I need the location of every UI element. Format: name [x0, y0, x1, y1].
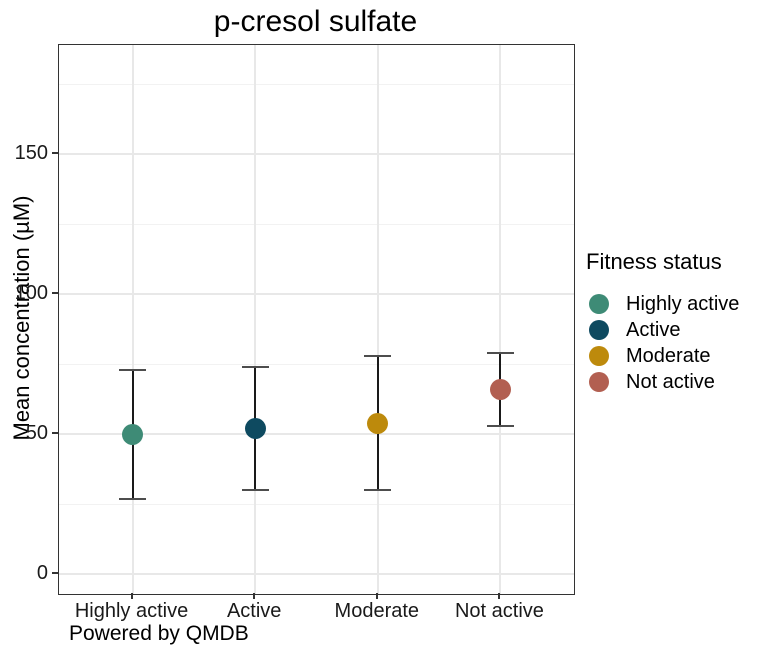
gridline-major	[59, 433, 574, 436]
y-tick-label: 50	[25, 422, 48, 445]
legend-item-label: Moderate	[626, 344, 711, 367]
y-tick-mark	[52, 572, 58, 575]
legend-title: Fitness status	[586, 249, 722, 274]
x-tick-label: Highly active	[74, 600, 189, 622]
legend-item-label: Active	[626, 318, 681, 341]
gridline-major	[59, 153, 574, 156]
y-tick-mark	[52, 152, 58, 155]
x-tick-mark	[130, 593, 133, 599]
plot-panel	[58, 44, 575, 595]
legend-item: Not active	[586, 369, 766, 395]
y-tick-label: 150	[14, 142, 48, 165]
gridline-major	[59, 573, 574, 576]
error-bar-cap-top	[241, 366, 269, 369]
legend-item-label: Not active	[626, 370, 715, 393]
data-point-active	[244, 418, 266, 440]
gridline-minor	[59, 503, 574, 505]
y-tick-mark	[52, 432, 58, 435]
y-tick-label: 100	[14, 282, 48, 305]
legend-item: Highly active	[586, 291, 766, 317]
legend-item: Moderate	[586, 343, 766, 369]
x-tick-mark	[375, 593, 378, 599]
error-bar-cap-bottom	[364, 489, 392, 492]
data-point-highly-active	[122, 423, 144, 445]
gridline-major-vertical	[254, 45, 257, 594]
gridline-minor	[59, 363, 574, 365]
data-point-moderate	[367, 412, 389, 434]
error-bar-cap-bottom	[486, 424, 514, 427]
gridline-major-vertical	[376, 45, 379, 594]
x-tick-mark	[253, 593, 256, 599]
legend-dot	[589, 294, 609, 314]
error-bar-cap-top	[119, 368, 147, 371]
gridline-major	[59, 293, 574, 296]
error-bar-cap-top	[486, 352, 514, 355]
legend-item-label: Highly active	[626, 292, 740, 315]
data-point-not-active	[489, 379, 511, 401]
gridline-major-vertical	[499, 45, 502, 594]
legend-dot	[589, 346, 609, 366]
legend: Fitness status Highly active Active Mode…	[586, 249, 766, 395]
error-bar-cap-bottom	[241, 489, 269, 492]
x-tick-label: Not active	[454, 600, 544, 622]
caption-powered-by: Powered by QMDB	[69, 622, 249, 645]
y-axis-title: Mean concentration (µM)	[9, 195, 34, 441]
legend-item: Active	[586, 317, 766, 343]
y-tick-mark	[52, 292, 58, 295]
legend-dot	[589, 320, 609, 340]
gridline-minor	[59, 83, 574, 85]
x-tick-mark	[498, 593, 501, 599]
error-bar-cap-bottom	[119, 497, 147, 500]
y-tick-label: 0	[36, 562, 48, 585]
legend-dot	[589, 372, 609, 392]
x-tick-label: Active	[226, 600, 282, 622]
gridline-major-vertical	[131, 45, 134, 594]
gridline-minor	[59, 223, 574, 225]
x-tick-label: Moderate	[334, 600, 420, 622]
error-bar-cap-top	[364, 354, 392, 357]
plot-title: p-cresol sulfate	[213, 5, 418, 38]
